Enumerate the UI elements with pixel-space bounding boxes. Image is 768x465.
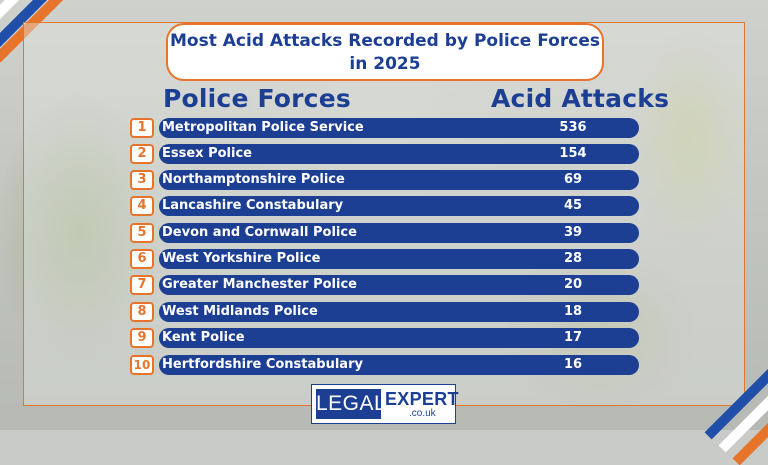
table-row: 6 West Yorkshire Police 28: [130, 249, 640, 269]
title-banner: Most Acid Attacks Recorded by Police For…: [166, 23, 604, 81]
force-name: West Yorkshire Police: [159, 249, 607, 269]
rank-badge: 4: [130, 196, 154, 216]
table-row: 8 West Midlands Police 18: [130, 302, 640, 322]
force-name: Lancashire Constabulary: [159, 196, 607, 216]
rank-badge: 8: [130, 302, 154, 322]
table-row: 3 Northamptonshire Police 69: [130, 170, 640, 190]
logo-legal-text: LEGAL: [316, 389, 386, 419]
rank-badge: 3: [130, 170, 154, 190]
logo-expert-text: EXPERT: [385, 389, 459, 409]
rank-badge: 5: [130, 223, 154, 243]
force-name: Metropolitan Police Service: [159, 118, 607, 138]
rank-badge: 1: [130, 118, 154, 138]
rank-badge: 10: [130, 355, 154, 375]
rank-badge: 7: [130, 275, 154, 295]
attack-count: 16: [507, 355, 639, 375]
header-acid-attacks: Acid Attacks: [491, 84, 670, 113]
attack-count: 69: [507, 170, 639, 190]
table-row: 10 Hertfordshire Constabulary 16: [130, 355, 640, 375]
force-name: Greater Manchester Police: [159, 275, 607, 295]
force-name: Essex Police: [159, 144, 607, 164]
table-row: 1 Metropolitan Police Service 536: [130, 118, 640, 138]
attack-count: 154: [507, 144, 639, 164]
table-row: 4 Lancashire Constabulary 45: [130, 196, 640, 216]
title-line-1: Most Acid Attacks Recorded by Police For…: [170, 31, 600, 51]
table-row: 2 Essex Police 154: [130, 144, 640, 164]
force-name: Kent Police: [159, 328, 607, 348]
force-name: Devon and Cornwall Police: [159, 223, 607, 243]
force-name: Hertfordshire Constabulary: [159, 355, 607, 375]
legal-expert-logo: LEGAL EXPERT .co.uk: [311, 384, 459, 424]
table-row: 5 Devon and Cornwall Police 39: [130, 223, 640, 243]
logo-domain-text: .co.uk: [409, 408, 436, 419]
force-name: Northamptonshire Police: [159, 170, 607, 190]
table-row: 9 Kent Police 17: [130, 328, 640, 348]
rank-badge: 2: [130, 144, 154, 164]
attack-count: 28: [507, 249, 639, 269]
title-line-2: in 2025: [349, 54, 421, 74]
attack-count: 45: [507, 196, 639, 216]
rank-badge: 6: [130, 249, 154, 269]
attack-count: 536: [507, 118, 639, 138]
attack-count: 20: [507, 275, 639, 295]
attack-count: 17: [507, 328, 639, 348]
force-name: West Midlands Police: [159, 302, 607, 322]
table-row: 7 Greater Manchester Police 20: [130, 275, 640, 295]
rank-badge: 9: [130, 328, 154, 348]
header-police-forces: Police Forces: [163, 84, 351, 113]
attack-count: 39: [507, 223, 639, 243]
attack-count: 18: [507, 302, 639, 322]
